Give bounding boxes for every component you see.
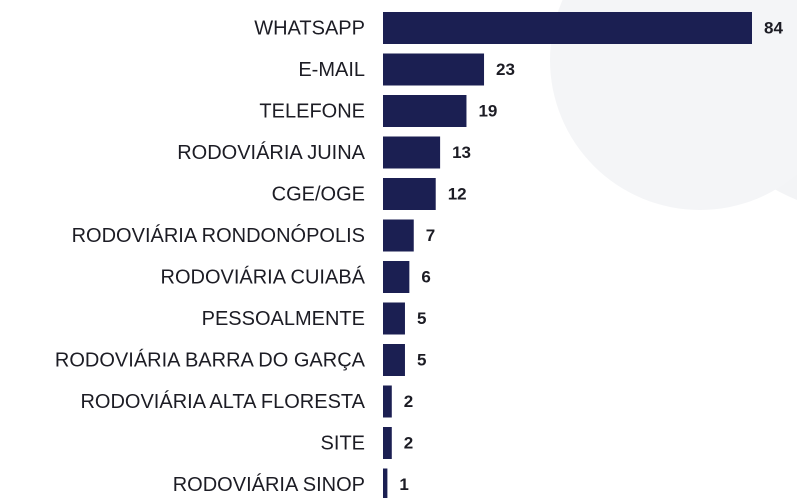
bar [383,219,414,252]
category-label: RODOVIÁRIA CUIABÁ [161,265,366,288]
bar [383,344,405,376]
category-label: RODOVIÁRIA RONDONÓPOLIS [72,224,365,247]
bar [383,468,388,498]
value-label: 13 [452,143,471,162]
category-label: TELEFONE [259,100,365,122]
value-label: 12 [448,184,467,203]
bar [383,95,467,127]
category-label: E-MAIL [298,59,365,81]
value-label: 23 [496,60,515,79]
value-label: 84 [764,18,783,37]
value-label: 2 [404,433,413,452]
category-label: WHATSAPP [254,17,365,39]
bar [383,427,392,459]
bar [383,178,436,210]
value-label: 2 [404,392,413,411]
value-label: 7 [426,226,435,245]
category-label: RODOVIÁRIA SINOP [173,473,365,496]
bar [383,302,405,335]
value-label: 5 [417,350,426,369]
value-label: 6 [421,267,430,286]
category-label: PESSOALMENTE [202,308,365,330]
bar [383,12,752,44]
value-label: 1 [399,475,408,494]
category-label: CGE/OGE [272,183,365,205]
bar [383,136,441,169]
value-label: 19 [478,101,497,120]
category-label: SITE [321,432,365,454]
category-label: RODOVIÁRIA JUINA [177,141,365,164]
category-label: RODOVIÁRIA BARRA DO GARÇA [55,348,366,371]
background-shape [550,0,797,210]
bar [383,261,410,293]
value-label: 5 [417,309,426,328]
bar [383,385,392,418]
bar [383,53,485,86]
category-label: RODOVIÁRIA ALTA FLORESTA [80,390,365,413]
